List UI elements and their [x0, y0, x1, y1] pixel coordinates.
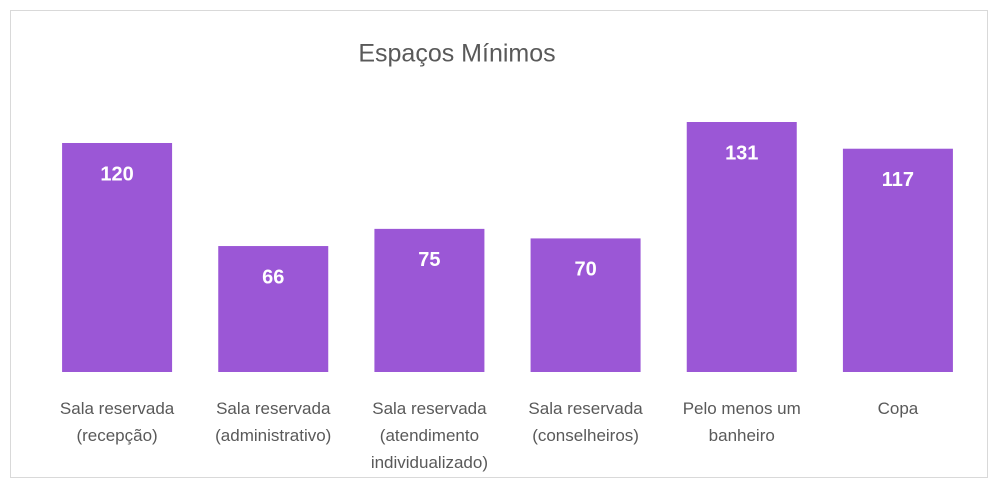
bar	[62, 142, 173, 372]
x-tick-label: Sala reservada (recepção)	[60, 399, 175, 445]
chart-border	[10, 10, 988, 478]
bar	[218, 246, 329, 372]
bar	[374, 228, 485, 372]
x-tick-label: Pelo menos um banheiro	[683, 399, 801, 445]
bar	[842, 148, 953, 372]
data-label: 131	[725, 142, 758, 164]
x-tick-label: Copa	[878, 399, 919, 418]
data-label: 120	[100, 163, 133, 185]
chart-title: Espaços Mínimos	[358, 40, 555, 68]
bar	[686, 122, 797, 372]
data-label: 70	[574, 259, 596, 281]
data-label: 66	[262, 266, 284, 288]
data-label: 75	[418, 249, 440, 271]
data-label: 117	[882, 169, 914, 191]
x-tick-label: Sala reservada (conselheiros)	[528, 399, 643, 445]
x-tick-label: Sala reservada (atendimento individualizad…	[371, 399, 488, 472]
bar	[530, 238, 641, 372]
x-tick-label: Sala reservada (administrativo)	[215, 399, 331, 445]
